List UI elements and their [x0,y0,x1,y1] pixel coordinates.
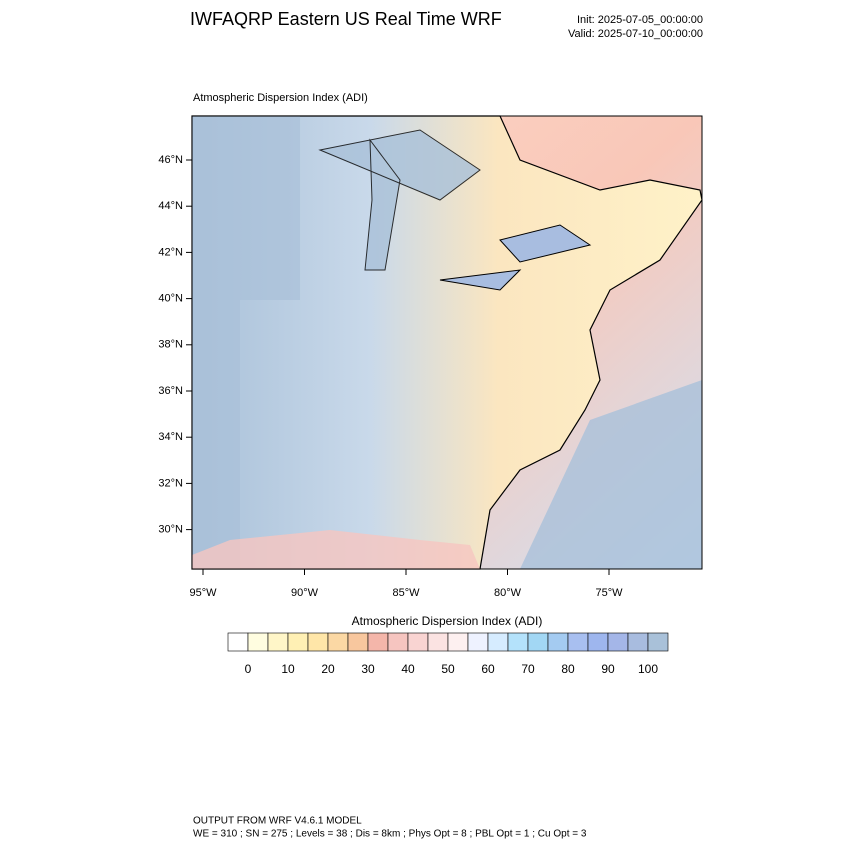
colorbar-tick-label: 10 [281,662,295,676]
lat-tick-label: 32°N [158,477,183,489]
colorbar-title: Atmospheric Dispersion Index (ADI) [352,614,543,628]
colorbar-tick-label: 20 [321,662,335,676]
colorbar-box [487,632,509,652]
colorbar-tick-label: 90 [601,662,615,676]
footer-line: OUTPUT FROM WRF V4.6.1 MODEL [193,816,362,827]
colorbar-box [507,632,529,652]
lon-tick-label: 85°W [392,587,420,599]
colorbar-box [427,632,449,652]
lat-tick-label: 34°N [158,431,183,443]
colorbar-tick-label: 0 [245,662,252,676]
colorbar-box [447,632,469,652]
lat-tick-label: 44°N [158,200,183,212]
ocean-high [520,380,702,569]
footer-line: WE = 310 ; SN = 275 ; Levels = 38 ; Dis … [193,829,587,840]
lat-tick-label: 42°N [158,246,183,258]
colorbar-box [527,632,549,652]
colorbar-tick-label: 40 [401,662,415,676]
map-subtitle: Atmospheric Dispersion Index (ADI) [193,92,368,104]
lat-tick-label: 38°N [158,339,183,351]
lat-tick-label: 40°N [158,293,183,305]
lakes-east [439,224,592,291]
colorbar-box [347,632,369,652]
colorbar-box [547,632,569,652]
colorbar-box [247,632,269,652]
title: IWFAQRP Eastern US Real Time WRF [190,9,502,29]
lon-tick-label: 90°W [291,587,319,599]
lon-tick-label: 95°W [189,587,217,599]
lon-tick-label: 80°W [494,587,522,599]
colorbar-tick-label: 30 [361,662,375,676]
land-high [192,116,300,569]
gulf [192,530,480,569]
colorbar-box [287,632,309,652]
colorbar-tick-label: 100 [638,662,658,676]
colorbar-box [587,632,609,652]
colorbar-box [327,632,349,652]
colorbar-box [467,632,489,652]
colorbar-box [647,632,669,652]
colorbar-box [607,632,629,652]
colorbar-box [307,632,329,652]
init-time: Init: 2025-07-05_00:00:00 [577,14,703,26]
colorbar-box [367,632,389,652]
lat-tick-label: 46°N [158,154,183,166]
lon-tick-label: 75°W [595,587,623,599]
colorbar-box [227,632,249,652]
map [191,115,703,570]
colorbar-box [627,632,649,652]
valid-time: Valid: 2025-07-10_00:00:00 [568,28,703,40]
colorbar-box [567,632,589,652]
colorbar-tick-label: 70 [521,662,535,676]
map-frame [191,115,703,570]
colorbar-box [407,632,429,652]
colorbar-tick-label: 80 [561,662,575,676]
colorbar-box [387,632,409,652]
land [191,115,703,570]
lakes [318,129,481,271]
colorbar-tick-label: 50 [441,662,455,676]
colorbar-box [267,632,289,652]
lat-tick-label: 36°N [158,385,183,397]
lat-tick-label: 30°N [158,524,183,536]
colorbar-tick-label: 60 [481,662,495,676]
